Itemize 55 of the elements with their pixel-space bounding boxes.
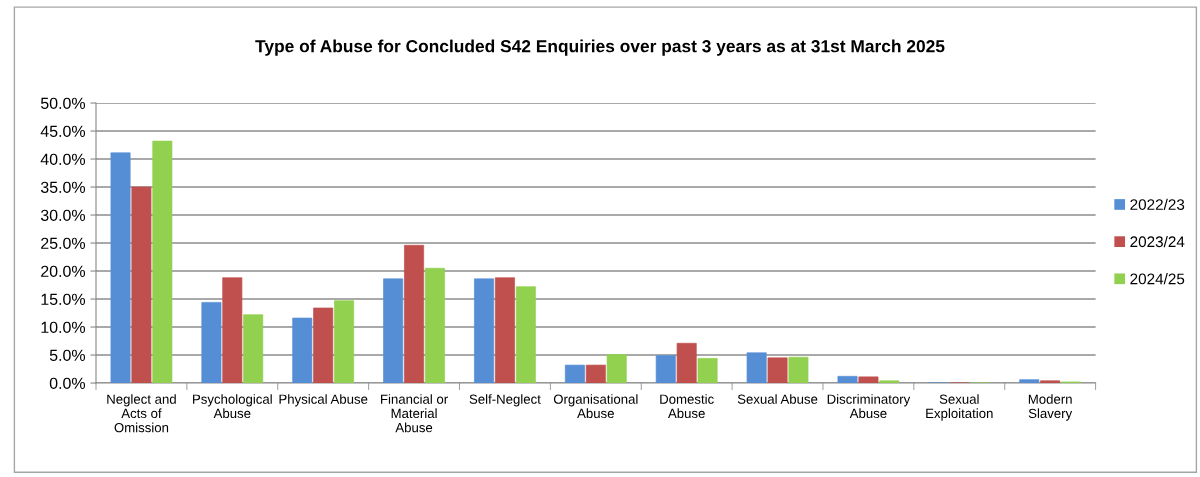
bar [655, 355, 676, 384]
bar [383, 278, 404, 384]
chart-title: Type of Abuse for Concluded S42 Enquiries over past 3 years as at 31st March 2025 [255, 39, 945, 56]
y-tick-label: 20.0% [41, 265, 86, 277]
x-tick-label: Neglect and Acts of Omission [107, 394, 176, 433]
y-tick-label: 45.0% [40, 125, 86, 137]
x-tick-label: Discriminatory Abuse [827, 394, 911, 419]
bar [837, 375, 858, 384]
bar [879, 380, 900, 384]
bar [292, 317, 313, 384]
y-tick-label: 25.0% [41, 237, 86, 249]
bar [564, 364, 585, 384]
bar [515, 286, 536, 384]
bar [222, 277, 243, 384]
bar [494, 277, 515, 384]
bar [243, 314, 264, 384]
x-tick-label: Sexual Abuse [737, 394, 818, 404]
bar [676, 342, 697, 384]
bar [404, 244, 425, 384]
x-tick-label: Financial or Material Abuse [381, 394, 448, 433]
x-tick-label: Organisational Abuse [553, 394, 638, 419]
legend-label: 2023/24 [1130, 235, 1185, 248]
x-tick-label: Physical Abuse [279, 394, 368, 407]
bar [746, 352, 767, 384]
y-tick-label: 40.0% [40, 153, 86, 165]
x-tick-label: Domestic Abuse [660, 394, 714, 419]
x-tick-label: Modern Slavery [1028, 394, 1073, 421]
bar [334, 300, 355, 384]
y-tick-label: 35.0% [40, 181, 86, 193]
legend-label: 2024/25 [1130, 273, 1185, 285]
bar [424, 267, 445, 384]
bar [858, 376, 879, 384]
bar [152, 140, 173, 384]
x-tick-label: Sexual Exploitation [926, 394, 993, 421]
bar [1019, 379, 1040, 384]
bar [474, 278, 494, 384]
y-tick-label: 5.0% [49, 349, 86, 361]
bar [767, 357, 788, 384]
bar [1040, 380, 1061, 384]
bar [110, 152, 131, 384]
legend-label: 2022/23 [1130, 198, 1185, 210]
y-tick-label: 10.0% [41, 321, 86, 333]
bar [606, 354, 627, 384]
x-tick-label: Psychological Abuse [193, 394, 272, 419]
y-tick-label: 0.0% [49, 377, 86, 389]
bar [697, 358, 718, 384]
bar [788, 356, 809, 384]
x-tick-label: Self-Neglect [469, 394, 541, 407]
bar [131, 186, 152, 384]
y-tick-label: 30.0% [40, 209, 86, 221]
y-tick-label: 15.0% [41, 293, 86, 305]
bar [201, 302, 222, 384]
bar [585, 364, 606, 384]
y-tick-label: 50.0% [40, 97, 86, 109]
bar [313, 307, 334, 384]
